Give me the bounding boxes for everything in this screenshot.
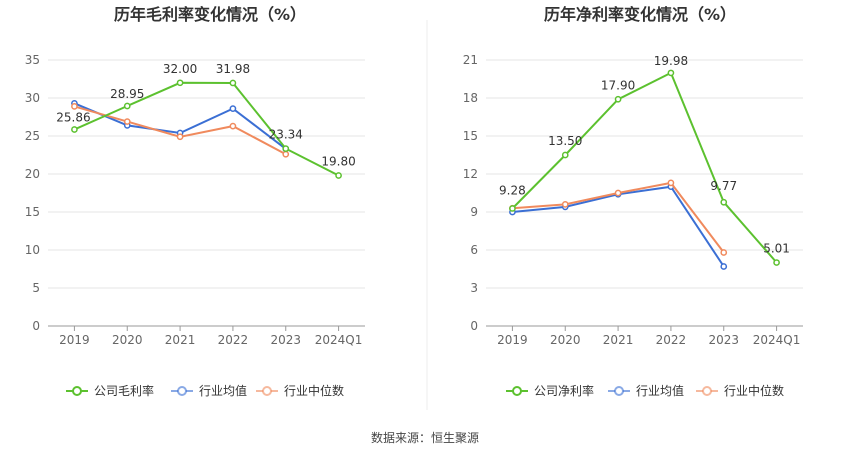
data-point — [614, 95, 622, 103]
series-3 — [509, 179, 728, 256]
data-point — [720, 263, 728, 270]
series-line — [73, 81, 340, 177]
legend: 公司净利率 行业均值 行业中位数 — [506, 383, 784, 398]
legend-item-2[interactable]: 行业均值 — [171, 383, 247, 398]
series-line — [511, 71, 778, 264]
legend-marker — [72, 386, 82, 396]
source-note: 数据来源：恒生聚源 — [371, 430, 479, 445]
y-tick-label: 15 — [463, 129, 478, 143]
data-point — [71, 103, 78, 110]
y-tick-label: 0 — [470, 319, 478, 333]
y-tick-label: 25 — [25, 129, 40, 143]
data-point — [176, 133, 184, 141]
chart-title: 历年毛利率变化情况（%） — [114, 5, 306, 24]
data-point — [561, 201, 569, 208]
data-point — [720, 249, 728, 256]
data-label: 19.98 — [654, 54, 688, 68]
legend-item-3[interactable]: 行业中位数 — [256, 383, 344, 398]
series-2 — [509, 183, 728, 270]
data-point — [720, 198, 728, 206]
x-tick-label: 2019 — [497, 333, 528, 347]
legend-item-2[interactable]: 行业均值 — [608, 383, 684, 398]
data-label: 19.80 — [321, 155, 355, 169]
data-label: 31.98 — [216, 62, 250, 76]
series-3 — [71, 103, 290, 158]
x-tick-label: 2020 — [112, 333, 143, 347]
x-tick-label: 2024Q1 — [315, 333, 363, 347]
x-tick-label: 2021 — [165, 333, 196, 347]
data-label: 9.77 — [710, 179, 737, 193]
legend-label: 行业均值 — [636, 383, 684, 398]
legend-item-1[interactable]: 公司净利率 — [506, 383, 594, 398]
legend-item-3[interactable]: 行业中位数 — [696, 383, 784, 398]
y-tick-label: 18 — [463, 91, 478, 105]
y-tick-label: 10 — [25, 243, 40, 257]
data-point — [229, 105, 237, 112]
x-tick-label: 2023 — [270, 333, 301, 347]
x-tick-label: 2022 — [218, 333, 249, 347]
series-2 — [71, 99, 290, 153]
data-label: 5.01 — [763, 242, 790, 256]
chart-panel-2: 历年净利率变化情况（%） 0 3 6 9 12 15 18 21 2019 2020 2021 2022… — [463, 5, 803, 398]
data-point — [229, 79, 237, 87]
data-point — [614, 189, 622, 197]
y-tick-label: 6 — [470, 243, 478, 257]
x-tick-label: 2024Q1 — [753, 333, 801, 347]
data-point — [282, 150, 290, 158]
data-label: 25.86 — [56, 110, 90, 124]
x-tick-label: 2023 — [708, 333, 739, 347]
data-point — [561, 151, 569, 159]
data-point — [667, 179, 675, 187]
chart-panel-1: 历年毛利率变化情况（%） 0 5 10 15 20 25 30 35 2019 2020 2021 20… — [25, 5, 365, 398]
y-tick-label: 30 — [25, 91, 40, 105]
legend-item-1[interactable]: 公司毛利率 — [66, 383, 154, 398]
legend-marker — [262, 386, 272, 396]
data-point — [123, 118, 131, 125]
legend-marker — [614, 386, 624, 396]
data-point — [229, 122, 237, 130]
y-tick-label: 21 — [463, 53, 478, 67]
series-line — [512, 185, 725, 268]
legend-label: 行业中位数 — [284, 383, 344, 398]
x-tick-label: 2019 — [59, 333, 90, 347]
legend-label: 公司毛利率 — [94, 383, 154, 398]
chart-title: 历年净利率变化情况（%） — [544, 5, 736, 24]
y-tick-label: 20 — [25, 167, 40, 181]
legend-marker — [177, 386, 187, 396]
y-tick-label: 12 — [463, 167, 478, 181]
data-point — [71, 126, 78, 133]
data-label: 17.90 — [601, 78, 635, 92]
data-point — [282, 145, 290, 152]
series-1 — [71, 79, 342, 179]
legend-label: 行业均值 — [199, 383, 247, 398]
y-tick-label: 9 — [470, 205, 478, 219]
legend-label: 行业中位数 — [724, 383, 784, 398]
legend-label: 公司净利率 — [534, 383, 594, 398]
y-tick-label: 15 — [25, 205, 40, 219]
data-point — [509, 205, 516, 212]
data-label: 32.00 — [163, 62, 197, 76]
legend-marker — [702, 386, 712, 396]
y-tick-label: 5 — [32, 281, 40, 295]
legend-marker — [512, 386, 522, 396]
series-1 — [509, 69, 780, 266]
data-point — [773, 259, 780, 266]
x-tick-label: 2021 — [603, 333, 634, 347]
data-point — [335, 172, 342, 179]
data-point — [176, 79, 184, 87]
data-label: 13.50 — [548, 134, 582, 148]
y-tick-label: 35 — [25, 53, 40, 67]
x-tick-label: 2022 — [656, 333, 687, 347]
y-tick-label: 0 — [32, 319, 40, 333]
y-tick-label: 3 — [470, 281, 478, 295]
data-label: 28.95 — [110, 87, 144, 101]
data-point — [123, 102, 131, 110]
x-tick-label: 2020 — [550, 333, 581, 347]
data-label: 9.28 — [499, 183, 526, 197]
legend: 公司毛利率 行业均值 行业中位数 — [66, 383, 344, 398]
data-point — [667, 69, 675, 77]
data-label: 23.34 — [269, 128, 303, 142]
